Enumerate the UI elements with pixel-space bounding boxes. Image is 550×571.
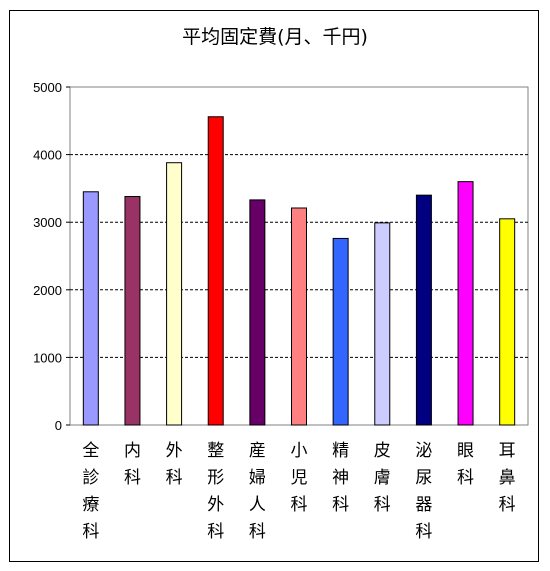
- bar-3: [207, 116, 224, 426]
- x-category-label: 全診療科: [82, 441, 99, 542]
- y-tick-label: 4000: [33, 148, 62, 163]
- x-category-label: 泌尿器科: [415, 441, 432, 542]
- bar-6: [332, 237, 349, 426]
- bars: [82, 116, 516, 426]
- bar-1: [124, 196, 141, 426]
- chart-title: 平均固定費(月、千円): [182, 26, 368, 48]
- y-tick-label: 2000: [33, 283, 62, 298]
- x-category-label: 精神科: [332, 441, 349, 515]
- bar-0: [82, 191, 99, 426]
- x-category-label: 眼科: [457, 441, 474, 488]
- bar-8: [415, 194, 432, 426]
- x-category-label: 整形外科: [207, 441, 224, 542]
- x-category-label: 外科: [166, 441, 183, 488]
- x-category-label: 小児科: [291, 441, 308, 515]
- gridlines: [70, 154, 528, 358]
- bar-5: [291, 207, 307, 426]
- y-tick-label: 5000: [33, 80, 62, 95]
- bar-2: [166, 162, 183, 426]
- y-tick-label: 3000: [33, 215, 62, 230]
- y-axis-ticks: 0 1000 2000 3000 4000 5000: [33, 80, 70, 433]
- y-tick-label: 0: [55, 418, 62, 433]
- bar-9: [457, 181, 474, 426]
- bar-10: [499, 218, 516, 426]
- x-category-label: 耳鼻科: [499, 441, 516, 515]
- x-category-label: 皮膚科: [374, 441, 391, 515]
- x-category-label: 内科: [124, 441, 141, 488]
- bar-7: [374, 222, 391, 426]
- y-tick-label: 1000: [33, 350, 62, 365]
- bar-4: [249, 199, 266, 426]
- x-category-label: 産婦人科: [249, 441, 266, 542]
